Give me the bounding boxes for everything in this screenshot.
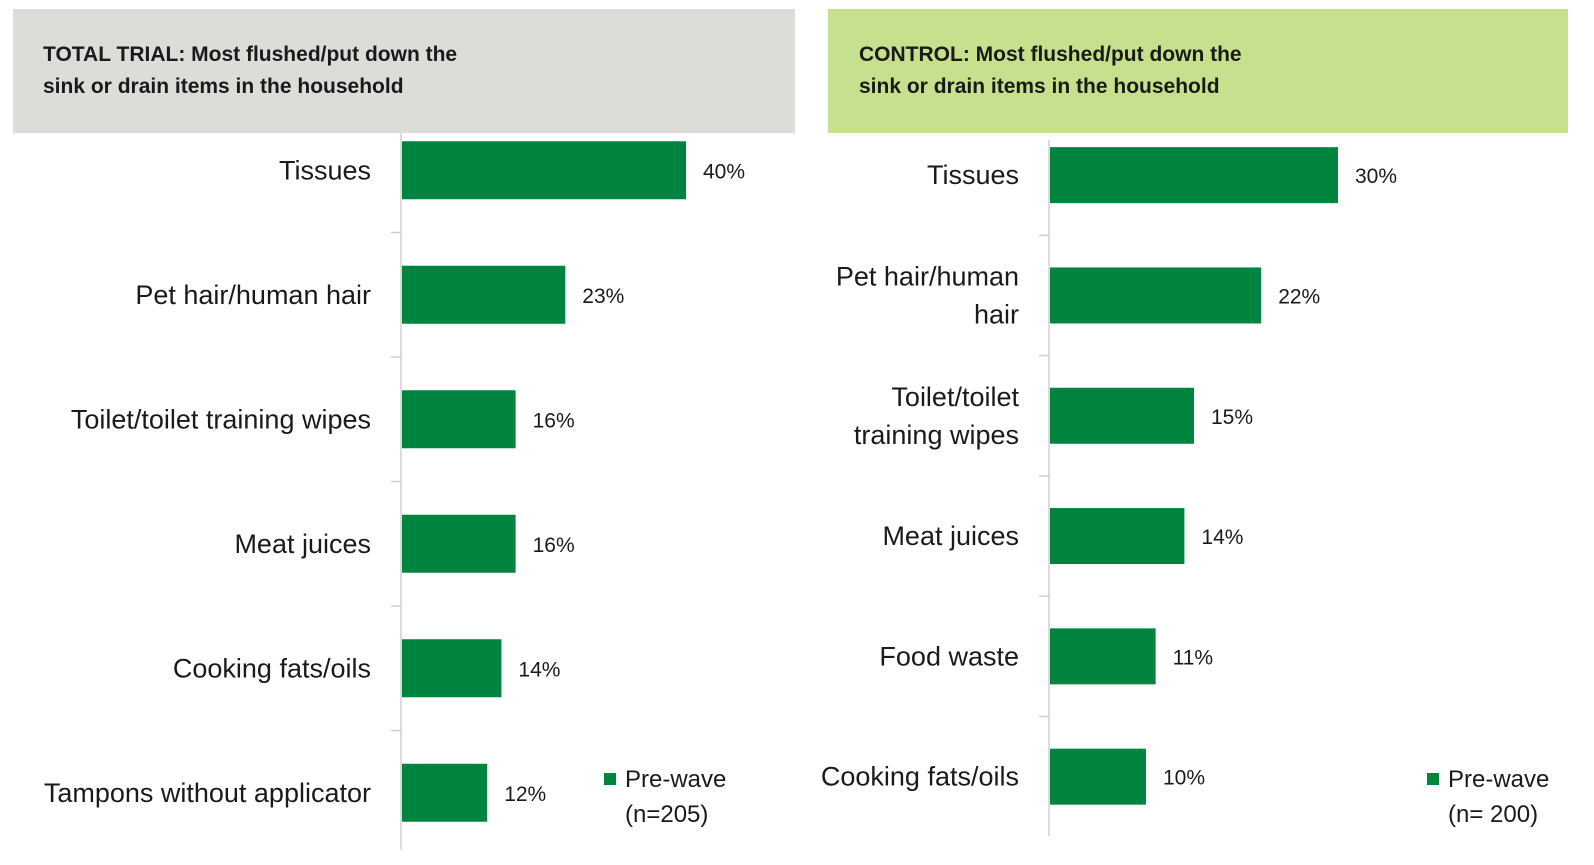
- chart-title-line-2: sink or drain items in the household: [859, 75, 1220, 98]
- bar: [402, 141, 686, 200]
- bar: [1050, 267, 1262, 324]
- chart-header-control: CONTROL: Most flushed/put down the sink …: [828, 9, 1568, 133]
- category-label: Food waste: [879, 641, 1019, 671]
- category-label: Cooking fats/oils: [173, 653, 371, 683]
- chart-title-line-2: sink or drain items in the household: [43, 75, 404, 98]
- bar: [1050, 508, 1185, 565]
- legend-n: (n= 200): [1448, 801, 1539, 828]
- category-label: Tissues: [279, 155, 371, 185]
- category-label: Tissues: [927, 160, 1019, 190]
- data-label: 12%: [504, 783, 546, 806]
- category-label: Toilet/toilet training wipes: [71, 404, 371, 434]
- data-label: 16%: [533, 409, 575, 432]
- category-label: Pet hair/human: [836, 261, 1019, 291]
- data-label: 11%: [1173, 646, 1213, 669]
- legend-label: Pre-wave: [1448, 766, 1550, 793]
- bar: [1050, 147, 1338, 204]
- bar: [402, 514, 516, 573]
- data-label: 23%: [582, 285, 624, 308]
- data-label: 15%: [1211, 406, 1253, 429]
- category-label: Toilet/toilet: [891, 382, 1019, 412]
- legend-swatch: [1427, 773, 1439, 785]
- category-label: Pet hair/human hair: [135, 280, 371, 310]
- legend-label: Pre-wave: [625, 766, 727, 793]
- category-label: Tampons without applicator: [44, 778, 371, 808]
- legend-total-trial: Pre-wave (n=205): [604, 762, 726, 832]
- bar: [402, 265, 566, 324]
- legend-n: (n=205): [625, 801, 709, 828]
- chart-title-line-1: TOTAL TRIAL: Most flushed/put down the: [43, 43, 458, 66]
- data-label: 10%: [1163, 767, 1205, 790]
- category-label: training wipes: [854, 420, 1019, 450]
- chart-title-line-1: CONTROL: Most flushed/put down the: [859, 43, 1242, 66]
- category-label: Cooking fats/oils: [821, 762, 1019, 792]
- bar: [402, 390, 516, 449]
- legend-swatch: [604, 773, 616, 785]
- category-label: Meat juices: [882, 521, 1019, 551]
- data-label: 30%: [1355, 165, 1397, 188]
- data-label: 22%: [1278, 285, 1320, 308]
- data-label: 14%: [1201, 526, 1243, 549]
- category-label: hair: [974, 299, 1019, 329]
- bar: [1050, 748, 1146, 805]
- data-label: 14%: [518, 658, 560, 681]
- bar: [402, 639, 502, 698]
- legend-control: Pre-wave (n= 200): [1427, 762, 1549, 832]
- bar: [1050, 387, 1194, 444]
- chart-header-total-trial: TOTAL TRIAL: Most flushed/put down the s…: [13, 9, 795, 133]
- bar: [402, 763, 488, 822]
- bar: [1050, 628, 1156, 685]
- category-label: Meat juices: [234, 529, 371, 559]
- data-label: 40%: [703, 160, 745, 183]
- data-label: 16%: [533, 534, 575, 557]
